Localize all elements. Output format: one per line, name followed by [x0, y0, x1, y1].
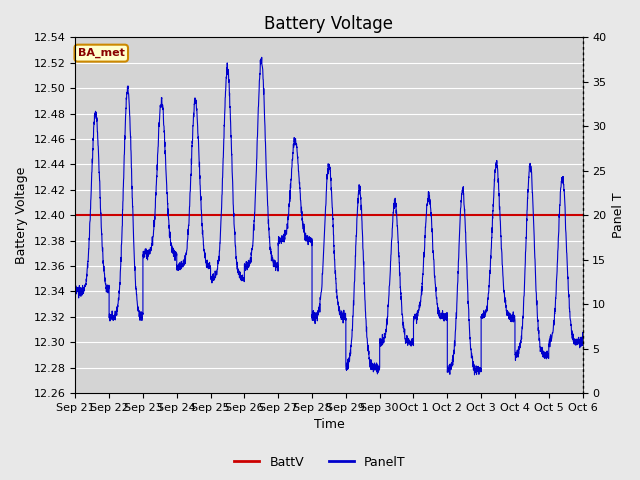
- Title: Battery Voltage: Battery Voltage: [264, 15, 394, 33]
- Legend: BattV, PanelT: BattV, PanelT: [229, 451, 411, 474]
- Text: BA_met: BA_met: [78, 48, 125, 58]
- Y-axis label: Battery Voltage: Battery Voltage: [15, 167, 28, 264]
- Y-axis label: Panel T: Panel T: [612, 192, 625, 238]
- X-axis label: Time: Time: [314, 419, 344, 432]
